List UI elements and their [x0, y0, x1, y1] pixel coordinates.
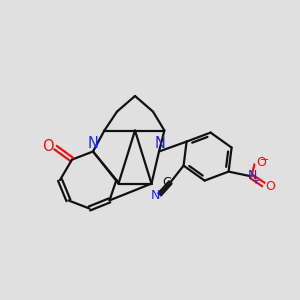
Text: +: + — [251, 176, 259, 186]
Text: N: N — [150, 189, 160, 203]
Text: N: N — [88, 136, 98, 151]
Text: N: N — [155, 136, 166, 151]
Text: N: N — [248, 169, 257, 182]
Text: −: − — [260, 155, 270, 165]
Text: O: O — [256, 156, 266, 170]
Text: C: C — [162, 176, 171, 190]
Text: O: O — [42, 139, 54, 154]
Text: O: O — [265, 179, 275, 193]
